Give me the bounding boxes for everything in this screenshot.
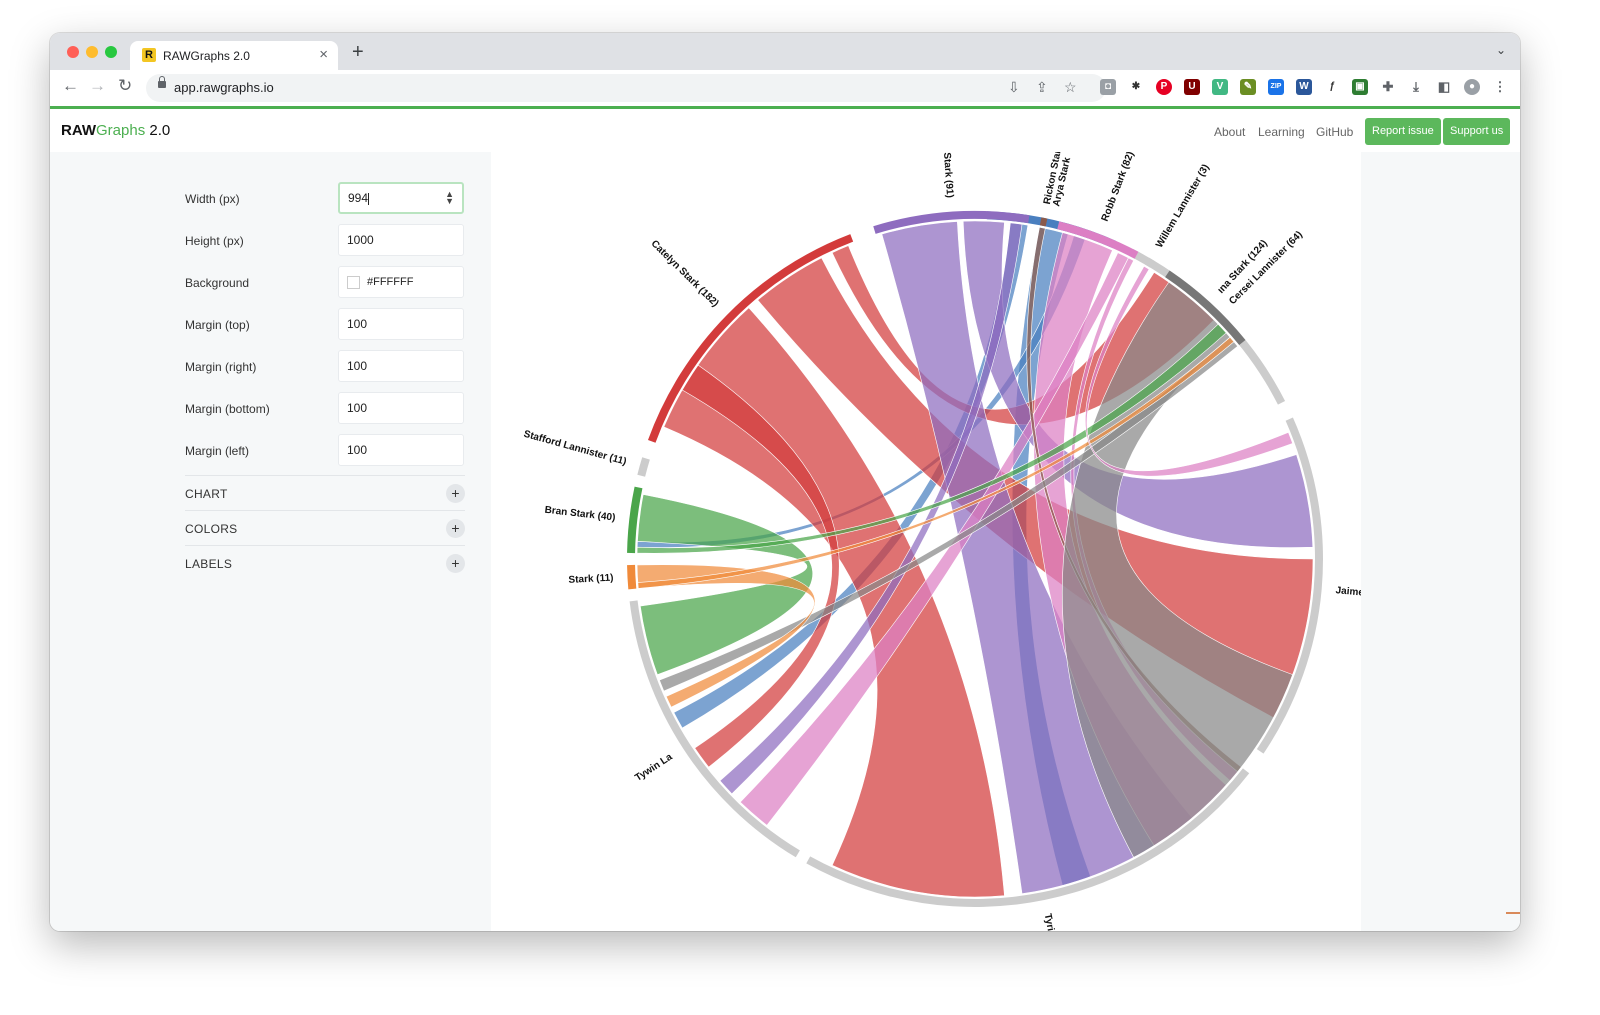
- width-value: 994: [348, 191, 368, 205]
- address-bar[interactable]: app.rawgraphs.io ⇩ ⇪ ☆: [146, 74, 1106, 102]
- lock-icon: [158, 81, 166, 88]
- height-input[interactable]: 1000: [338, 224, 464, 256]
- star-icon[interactable]: ☆: [1064, 79, 1077, 96]
- color-swatch[interactable]: [347, 276, 360, 289]
- expand-colors-icon[interactable]: +: [446, 519, 465, 538]
- label-willem-lannister: Willem Lannister (3): [1154, 163, 1212, 250]
- background-input[interactable]: #FFFFFF: [338, 266, 464, 298]
- expand-chart-icon[interactable]: +: [446, 484, 465, 503]
- brand-raw: RAW: [61, 122, 96, 139]
- label-jaime-lannister: Jaime Lannister (105): [1335, 585, 1361, 605]
- more-icon[interactable]: ⋮: [1492, 79, 1508, 95]
- stepper-icon[interactable]: ▲ ▼: [445, 191, 454, 205]
- label-stafford-lannister: Stafford Lannister (11): [522, 429, 627, 468]
- close-window-button[interactable]: [67, 46, 79, 58]
- browser-window: R RAWGraphs 2.0 × + ⌄ ← → ↻ app.rawgraph…: [50, 33, 1520, 931]
- pinterest-icon[interactable]: P: [1156, 79, 1172, 95]
- new-tab-button[interactable]: +: [352, 41, 364, 64]
- labels-section-label: LABELS: [185, 557, 232, 571]
- rawgraphs-logo[interactable]: RAWGraphs 2.0: [61, 122, 170, 139]
- label-catelyn-stark: Catelyn Stark (182): [649, 238, 721, 309]
- chart-section-label: CHART: [185, 487, 228, 501]
- height-label: Height (px): [185, 234, 244, 248]
- chart-section[interactable]: CHART +: [185, 475, 465, 511]
- nav-github[interactable]: GitHub: [1316, 125, 1353, 139]
- margin-top-input[interactable]: 100: [338, 308, 464, 340]
- background-value: #FFFFFF: [367, 276, 413, 288]
- label-eddard-stark: Eddard Stark (91): [938, 152, 955, 198]
- arc-stafford-lannister: [637, 457, 650, 476]
- url-text[interactable]: app.rawgraphs.io: [174, 80, 274, 95]
- browser-toolbar: ← → ↻ app.rawgraphs.io ⇩ ⇪ ☆ ◘ ✱ P U V ✎…: [50, 70, 1520, 107]
- profile-icon[interactable]: ●: [1464, 79, 1480, 95]
- camera-icon[interactable]: ◘: [1100, 79, 1116, 95]
- tab-close-icon[interactable]: ×: [319, 46, 328, 63]
- monitor-icon[interactable]: ▣: [1352, 79, 1368, 95]
- asterisk-icon[interactable]: ✱: [1128, 79, 1144, 95]
- label-robb-stark: Robb Stark (82): [1100, 152, 1137, 223]
- report-issue-button[interactable]: Report issue: [1365, 118, 1441, 145]
- margin-top-label: Margin (top): [185, 318, 250, 332]
- width-input[interactable]: 994 ▲ ▼: [338, 182, 464, 214]
- chord-ribbons: [637, 221, 1313, 897]
- sidepanel-icon[interactable]: ◧: [1436, 79, 1452, 95]
- margin-bottom-input[interactable]: 100: [338, 392, 464, 424]
- label-tywin-lannister: Tywin La: [633, 751, 675, 783]
- nav-learning[interactable]: Learning: [1258, 125, 1305, 139]
- margin-bottom-label: Margin (bottom): [185, 402, 270, 416]
- margin-right-label: Margin (right): [185, 360, 256, 374]
- right-panel: [1361, 152, 1520, 931]
- forward-icon[interactable]: →: [89, 76, 106, 96]
- text-cursor: [368, 193, 369, 205]
- pencil-icon[interactable]: ✎: [1240, 79, 1256, 95]
- rawgraphs-favicon: R: [142, 48, 156, 62]
- support-us-button[interactable]: Support us: [1443, 118, 1510, 145]
- arc-sansa-stark: [627, 565, 636, 589]
- tab-title: RAWGraphs 2.0: [163, 49, 250, 63]
- tab-strip: R RAWGraphs 2.0 × + ⌄: [50, 33, 1520, 70]
- formula-icon[interactable]: ƒ: [1324, 79, 1340, 95]
- minimize-window-button[interactable]: [86, 46, 98, 58]
- tab-search-icon[interactable]: ⌄: [1496, 43, 1506, 57]
- margin-left-label: Margin (left): [185, 444, 249, 458]
- nav-about[interactable]: About: [1214, 125, 1245, 139]
- share-icon[interactable]: ⇪: [1036, 79, 1048, 96]
- browser-tab[interactable]: R RAWGraphs 2.0 ×: [130, 41, 338, 70]
- vue-icon[interactable]: V: [1212, 79, 1228, 95]
- colors-section-label: COLORS: [185, 522, 237, 536]
- ublock-icon[interactable]: U: [1184, 79, 1200, 95]
- label-sansa-stark: Stark (11): [568, 573, 614, 586]
- colors-section[interactable]: COLORS +: [185, 510, 465, 546]
- download-icon[interactable]: ⤓: [1408, 79, 1424, 95]
- brand-graphs: Graphs: [96, 122, 145, 139]
- resize-handle[interactable]: [1506, 912, 1520, 914]
- zip-icon[interactable]: ZIP: [1268, 79, 1284, 95]
- word-icon[interactable]: W: [1296, 79, 1312, 95]
- margin-right-input[interactable]: 100: [338, 350, 464, 382]
- back-icon[interactable]: ←: [62, 76, 79, 96]
- zoom-window-button[interactable]: [105, 46, 117, 58]
- brand-version: 2.0: [145, 122, 170, 139]
- app-header: RAWGraphs 2.0 About Learning GitHub Repo…: [50, 109, 1520, 152]
- puzzle-icon[interactable]: ✚: [1380, 79, 1396, 95]
- reload-icon[interactable]: ↻: [118, 76, 132, 96]
- labels-section[interactable]: LABELS +: [185, 545, 465, 581]
- width-label: Width (px): [185, 192, 240, 206]
- install-icon[interactable]: ⇩: [1008, 79, 1020, 96]
- margin-left-input[interactable]: 100: [338, 434, 464, 466]
- background-label: Background: [185, 276, 249, 290]
- label-bran-stark: Bran Stark (40): [544, 505, 616, 524]
- expand-labels-icon[interactable]: +: [446, 554, 465, 573]
- settings-sidebar: Width (px) 994 ▲ ▼ Height (px) 1000 Backgr…: [50, 152, 491, 931]
- label-tyrion-lannister: Tyrion Lannister (325): [1042, 913, 1073, 931]
